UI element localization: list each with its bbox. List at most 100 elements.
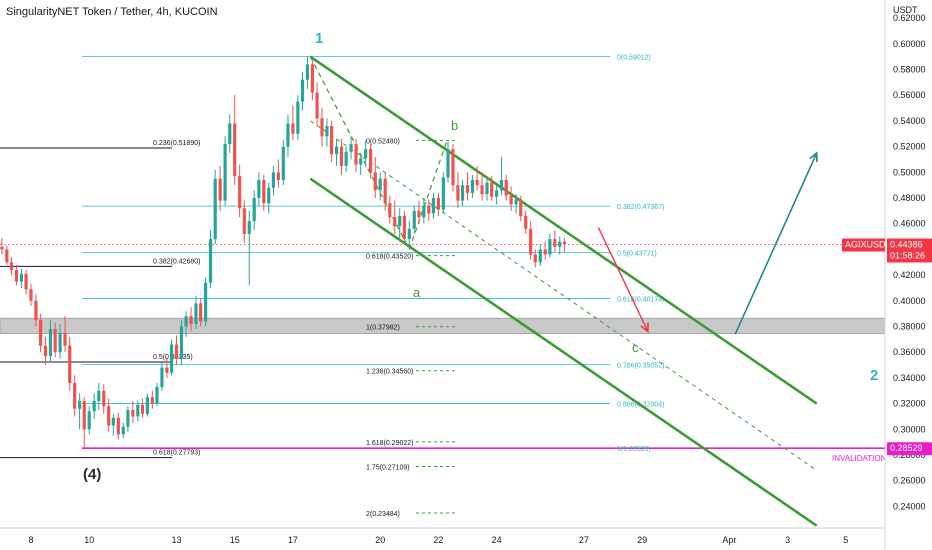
candle-body [422, 205, 426, 218]
candle-body [257, 180, 261, 198]
candle-body [368, 149, 373, 173]
time-axis-tick: 17 [288, 535, 298, 545]
candle-body [543, 249, 547, 255]
candle-body [398, 215, 402, 227]
candle-body [504, 180, 508, 196]
candle-body [383, 178, 387, 204]
candle-body [354, 144, 358, 165]
fib-extension-label: 2(0.23484) [366, 511, 400, 518]
candle-body [524, 215, 528, 229]
candle-body [126, 410, 130, 427]
time-axis-tick: 5 [843, 535, 848, 545]
candle-body [490, 182, 494, 197]
arrowhead-2 [809, 151, 818, 163]
fib-levels: 0.236(0.51890)0.382(0.42680)0.5(0.35235)… [0, 54, 885, 518]
candle-body [427, 205, 431, 214]
fib-retracement-label: 0.618(0.40174) [617, 297, 664, 304]
candle-body [5, 249, 9, 263]
candle-body [121, 426, 125, 435]
price-axis-tick: 0.42000 [893, 270, 926, 280]
time-axis-tick: Apr [722, 535, 736, 545]
fib-retracement-label: 0.786(0.35052) [617, 362, 664, 369]
price-axis-tick: 0.30000 [893, 424, 926, 434]
candle-body [364, 149, 368, 159]
time-axis-tick: 13 [171, 535, 181, 545]
candle-body [286, 123, 290, 147]
candle-body [339, 146, 344, 166]
candle-body [310, 64, 314, 93]
price-axis-currency: USDT [893, 5, 918, 15]
price-axis-tick: 0.24000 [893, 501, 926, 511]
time-axis-tick: 29 [637, 535, 647, 545]
arrowhead-c [640, 322, 649, 334]
wave-labels: 1 2 (4) a b c INVALIDATION [83, 30, 887, 483]
candle-body [68, 345, 72, 384]
wave-label-2: 2 [870, 367, 878, 384]
candle-body [407, 228, 411, 240]
candle-body [155, 386, 159, 404]
candle-body [262, 180, 266, 204]
candle-body [174, 344, 179, 359]
candle-body [58, 332, 62, 353]
invalidation-label: INVALIDATION [832, 454, 887, 463]
candle-body [48, 329, 53, 357]
time-axis-tick: 10 [84, 535, 94, 545]
invalidation-badge-bg [887, 442, 932, 456]
price-axis-tick: 0.26000 [893, 476, 926, 486]
candle-body [334, 146, 339, 155]
candle-body [441, 177, 445, 210]
fib-retracement-label: 0(0.59012) [617, 54, 651, 61]
candle-body [92, 401, 96, 412]
candle-body [451, 149, 455, 186]
candle-body [213, 178, 217, 240]
candle-body [150, 397, 154, 404]
channel-upper-line [309, 55, 818, 405]
candle-body [102, 390, 106, 407]
price-axis-tick: 0.40000 [893, 296, 926, 306]
price-axis-tick: 0.38000 [893, 322, 926, 332]
candle-body [388, 203, 392, 218]
price-axis-tick: 0.48000 [893, 193, 926, 203]
support-zone [0, 317, 886, 334]
candle-body [519, 199, 523, 216]
candle-body [373, 172, 377, 191]
candle-body [485, 182, 489, 195]
candle-body [218, 178, 222, 201]
candle-body [199, 303, 203, 322]
wave-path-1-a [309, 56, 410, 250]
candle-body [242, 208, 246, 234]
candle-body [267, 187, 271, 204]
time-axis-tick: 24 [492, 535, 502, 545]
candle-body [514, 199, 518, 205]
candle-body [39, 320, 43, 346]
fib-extension-label: 1(0.37982) [366, 325, 400, 332]
candle-body [276, 172, 280, 181]
time-axis-tick: 15 [230, 535, 240, 545]
candle-body [470, 180, 475, 193]
price-axis-tick: 0.50000 [893, 167, 926, 177]
wave-label-1: 1 [315, 30, 323, 47]
candle-body [77, 401, 82, 409]
candle-body [189, 316, 193, 324]
wave-label-a: a [413, 285, 421, 300]
candle-body [165, 367, 169, 373]
candle-body [446, 149, 450, 178]
price-axis-tick: 0.36000 [893, 347, 926, 357]
price-axis-tick: 0.34000 [893, 373, 926, 383]
candle-body [436, 198, 440, 210]
candle-body [82, 401, 86, 430]
candle-body [359, 158, 363, 165]
invalidation-badge: 0.28529 [890, 443, 923, 453]
candle-body [53, 329, 57, 353]
candle-body [252, 198, 256, 222]
price-axis-tick: 0.54000 [893, 116, 926, 126]
candle-body [29, 289, 33, 301]
candle-body [223, 144, 227, 201]
candle-body [456, 185, 460, 201]
candle-body [204, 282, 208, 322]
candle-body [562, 241, 567, 245]
candle-body [116, 417, 120, 435]
price-axis-tick: 0.32000 [893, 399, 926, 409]
candle-body [344, 151, 348, 166]
